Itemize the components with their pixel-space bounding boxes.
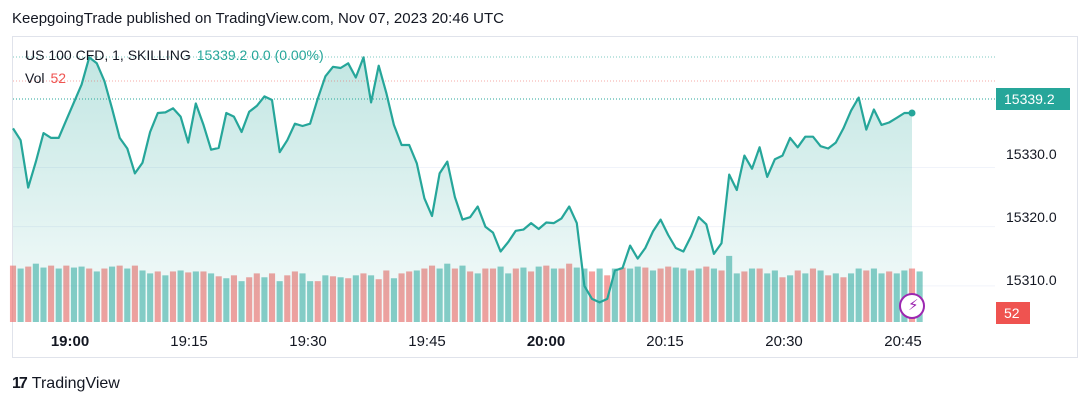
chart-frame [12,36,1078,358]
y-tick-label: 15310.0 [1006,272,1057,288]
legend-symbol: US 100 CFD, 1, SKILLING [25,47,191,63]
legend-vol-label: Vol [25,70,45,86]
x-tick-label: 19:45 [408,333,446,350]
y-tick-label: 15320.0 [1006,209,1057,225]
volume-badge: 52 [996,302,1030,324]
x-tick-label: 20:45 [884,333,922,350]
price-area [13,57,912,323]
y-tick-label: 15330.0 [1006,146,1057,162]
footer-brand[interactable]: 17 TradingView [12,375,120,393]
x-tick-label: 19:00 [50,333,90,350]
last-price-dot [908,109,916,117]
legend-values: 15339.2 0.0 (0.00%) [196,47,324,63]
x-tick-label: 20:30 [765,333,803,350]
x-tick-label: 20:00 [526,333,566,350]
volume-bar [596,268,603,322]
legend-volume[interactable]: Vol 52 [25,70,66,86]
legend-vol-value: 52 [50,70,67,86]
tradingview-logo-icon: 17 [12,375,28,392]
x-tick-label: 19:30 [289,333,327,350]
lightning-icon[interactable]: ⚡ [899,293,925,319]
price-badge: 15339.2 [996,88,1070,110]
volume-bar [588,271,596,322]
publisher-line: KeepgoingTrade published on TradingView.… [12,10,504,27]
x-tick-label: 19:15 [170,333,208,350]
price-line [12,56,912,304]
legend-main[interactable]: US 100 CFD, 1, SKILLING 15339.2 0.0 (0.00… [25,47,324,63]
brand-name: TradingView [31,375,120,392]
x-tick-label: 20:15 [646,333,684,350]
